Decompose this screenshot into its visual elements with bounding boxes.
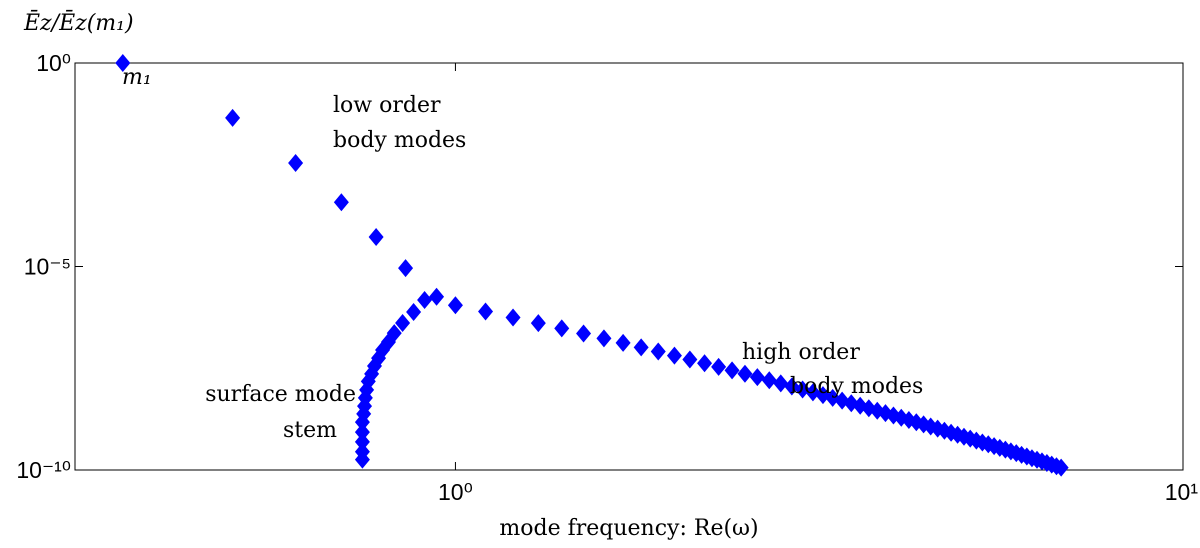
- marker: [737, 364, 753, 383]
- marker: [368, 228, 384, 247]
- marker: [115, 54, 131, 72]
- annotation: body modes: [333, 128, 466, 153]
- marker: [697, 354, 713, 373]
- marker: [395, 313, 411, 332]
- annotation: low order: [333, 93, 441, 118]
- marker: [615, 333, 631, 352]
- marker: [1053, 458, 1069, 477]
- marker: [288, 153, 304, 172]
- marker: [354, 450, 370, 469]
- marker: [682, 350, 698, 369]
- y-tick-label: 10⁻¹⁰: [16, 457, 71, 483]
- marker: [354, 413, 370, 432]
- x-axis-label: mode frequency: Re(ω): [499, 516, 758, 541]
- marker: [711, 357, 727, 376]
- marker: [596, 329, 612, 348]
- marker: [406, 303, 422, 322]
- marker: [795, 380, 811, 399]
- marker: [505, 308, 521, 327]
- marker: [417, 291, 433, 310]
- y-tick-label: 10⁰: [36, 50, 71, 76]
- marker: [749, 368, 765, 387]
- marker: [530, 314, 546, 333]
- marker: [398, 259, 414, 278]
- x-tick-label: 10⁰: [438, 479, 473, 505]
- marker: [773, 374, 789, 393]
- annotation: stem: [283, 418, 337, 443]
- x-tick-label: 10¹: [1165, 479, 1199, 505]
- marker: [333, 193, 349, 212]
- annotation: high order: [742, 340, 860, 365]
- marker: [429, 287, 445, 306]
- marker: [650, 342, 666, 361]
- marker: [447, 296, 463, 315]
- annotation: surface mode: [205, 382, 356, 407]
- marker: [633, 338, 649, 357]
- marker: [554, 319, 570, 338]
- marker: [478, 302, 494, 321]
- marker: [784, 377, 800, 396]
- marker: [666, 346, 682, 365]
- marker: [354, 423, 370, 442]
- marker: [761, 371, 777, 390]
- plot-frame: [74, 62, 1184, 471]
- marker: [724, 361, 740, 380]
- marker: [225, 108, 241, 127]
- y-tick-label: 10⁻⁵: [24, 254, 71, 280]
- annotation: body modes: [790, 374, 923, 399]
- annotation: m₁: [122, 65, 152, 90]
- marker: [576, 324, 592, 343]
- marker: [805, 383, 821, 402]
- marker: [354, 432, 370, 451]
- y-axis-label: Ēz/Ēz(m₁): [23, 10, 134, 36]
